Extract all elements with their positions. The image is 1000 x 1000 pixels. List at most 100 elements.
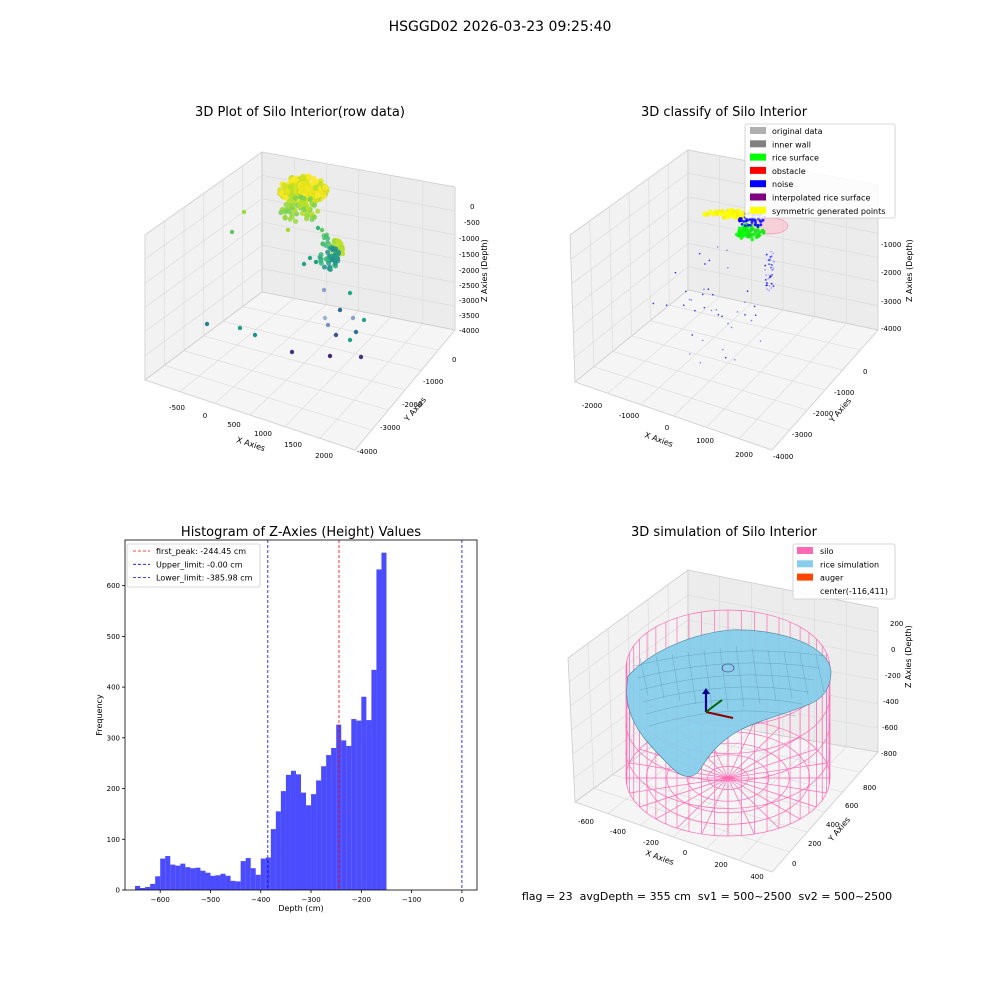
histogram-bar bbox=[175, 865, 181, 890]
histogram-bar bbox=[361, 696, 367, 890]
silo-floor-spoke bbox=[655, 777, 729, 820]
point bbox=[685, 290, 687, 293]
point bbox=[323, 233, 329, 239]
point bbox=[326, 241, 332, 247]
point bbox=[288, 195, 295, 201]
point bbox=[744, 219, 748, 223]
histogram-bar bbox=[366, 720, 372, 890]
sim-ztick: 200 bbox=[890, 620, 903, 628]
sim-ytick: 600 bbox=[845, 802, 858, 810]
point bbox=[298, 194, 305, 201]
point bbox=[292, 218, 299, 224]
point bbox=[322, 184, 329, 191]
point bbox=[688, 353, 691, 355]
grid-line bbox=[261, 268, 456, 307]
simulation-x-ticks: -600 -400 -200 0 200 400 bbox=[578, 818, 764, 881]
point bbox=[770, 250, 772, 253]
mesh-line bbox=[783, 651, 793, 699]
x-tick-label: −500 bbox=[201, 896, 220, 904]
point bbox=[674, 271, 677, 274]
histogram-bar bbox=[185, 867, 191, 890]
legend-swatch bbox=[750, 153, 766, 161]
point bbox=[724, 356, 727, 359]
histogram-bar bbox=[376, 569, 382, 890]
point bbox=[694, 309, 696, 312]
histogram-bar bbox=[170, 864, 176, 890]
point bbox=[767, 277, 770, 280]
sim-xtick: 200 bbox=[714, 861, 727, 869]
legend-label: inner wall bbox=[772, 140, 811, 149]
histogram-bar bbox=[150, 883, 156, 890]
point bbox=[733, 358, 736, 361]
point bbox=[340, 246, 346, 252]
point bbox=[768, 263, 771, 266]
point bbox=[319, 227, 325, 233]
legend-label: Upper_limit: -0.00 cm bbox=[156, 560, 243, 569]
classify-x-label: X Axies bbox=[643, 430, 674, 449]
point bbox=[237, 325, 243, 331]
legend-swatch bbox=[797, 560, 813, 568]
classify-xtick: 2000 bbox=[735, 451, 753, 459]
point bbox=[764, 279, 767, 281]
grid-line bbox=[738, 323, 847, 439]
mesh-line bbox=[799, 653, 809, 696]
point bbox=[329, 257, 335, 263]
mesh-line bbox=[751, 647, 761, 705]
raw-y-label: Y Axies bbox=[402, 395, 428, 424]
classify-ztick: -4000 bbox=[881, 325, 901, 333]
point bbox=[326, 260, 332, 266]
sim-ztick: -200 bbox=[885, 672, 901, 680]
histogram-bar bbox=[321, 766, 327, 890]
classify-ztick: -2000 bbox=[881, 269, 901, 277]
point bbox=[241, 209, 247, 215]
grid-line bbox=[144, 268, 263, 357]
grid-line bbox=[319, 323, 424, 439]
classify-ytick: -3000 bbox=[792, 431, 812, 439]
legend-swatch bbox=[750, 127, 766, 134]
point bbox=[749, 228, 754, 233]
point bbox=[720, 208, 725, 214]
raw-ytick: -3000 bbox=[380, 424, 400, 432]
point bbox=[754, 314, 757, 316]
raw-ztick: -2500 bbox=[459, 282, 479, 290]
histogram-plot: −600 −500 −400 −300 −200 −100 0 0 100 200 300 400 50… bbox=[107, 539, 478, 904]
silo-wall-ring bbox=[625, 722, 831, 782]
histogram-bar bbox=[381, 552, 387, 890]
point bbox=[705, 212, 711, 217]
point bbox=[746, 290, 749, 292]
point bbox=[699, 361, 702, 364]
point bbox=[768, 258, 771, 261]
point bbox=[769, 257, 772, 260]
point bbox=[726, 249, 728, 252]
classify-legend: original data inner wall rice surface obsta… bbox=[744, 123, 896, 219]
histogram-bar bbox=[215, 875, 221, 890]
histogram-bar bbox=[275, 811, 281, 890]
simulation-z-label: Z Axies (Depth) bbox=[904, 625, 913, 688]
point bbox=[765, 274, 768, 276]
point bbox=[736, 311, 739, 313]
simulation-y-ticks: 0 200 400 600 800 bbox=[792, 784, 876, 868]
legend-swatch bbox=[797, 547, 813, 554]
point bbox=[716, 246, 719, 248]
legend-label: noise bbox=[772, 180, 793, 189]
point bbox=[771, 273, 774, 276]
point bbox=[303, 216, 310, 222]
sim-ytick: 200 bbox=[808, 840, 821, 848]
point bbox=[327, 353, 333, 359]
point bbox=[718, 211, 723, 217]
raw-xtick: 1000 bbox=[254, 430, 272, 438]
raw-ytick: -2000 bbox=[402, 401, 422, 409]
y-tick-label: 500 bbox=[107, 633, 120, 641]
histogram-bar bbox=[326, 755, 332, 890]
point bbox=[289, 349, 295, 355]
legend-label: obstacle bbox=[772, 167, 806, 176]
simulation-x-label: X Axies bbox=[644, 848, 675, 867]
point bbox=[298, 199, 304, 205]
simulation-panel: 3D simulation of Silo Interior -600 -400… bbox=[522, 525, 913, 903]
legend-label: symmetric generated points bbox=[772, 207, 885, 216]
mesh-line bbox=[648, 710, 797, 727]
classify-ytick: -1000 bbox=[834, 389, 854, 397]
silo-floor-spoke bbox=[676, 777, 729, 829]
x-tick-label: −400 bbox=[251, 896, 270, 904]
point bbox=[744, 314, 746, 316]
